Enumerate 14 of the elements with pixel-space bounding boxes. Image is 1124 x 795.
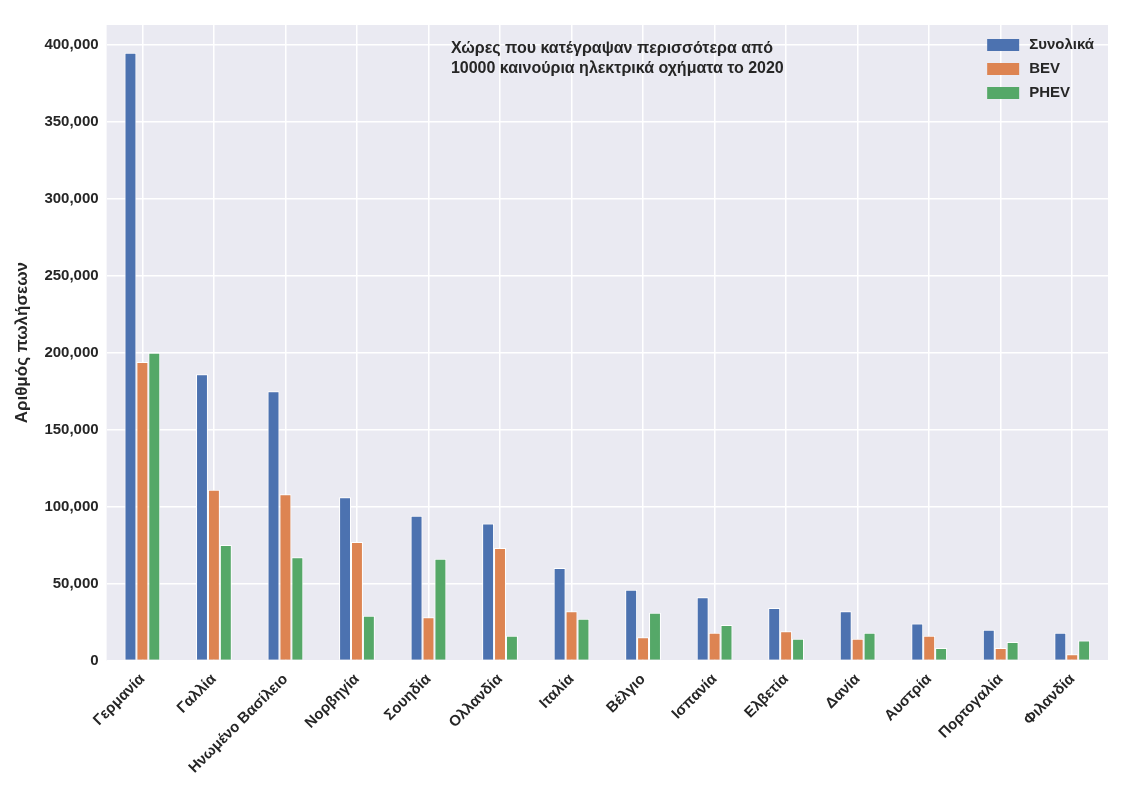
y-tick-label: 350,000 bbox=[44, 112, 99, 130]
y-tick-label: 0 bbox=[90, 650, 99, 668]
y-tick-label: 300,000 bbox=[44, 188, 99, 206]
y-tick-label: 100,000 bbox=[44, 496, 99, 514]
y-tick-label: 150,000 bbox=[44, 419, 99, 437]
y-tick-label: 250,000 bbox=[44, 265, 99, 283]
y-tick-label: 400,000 bbox=[44, 35, 99, 53]
y-axis-title: Αριθμός πωλήσεων bbox=[11, 262, 31, 424]
legend-label: Συνολικά bbox=[1029, 35, 1095, 53]
y-tick-label: 200,000 bbox=[44, 342, 99, 360]
text: Χώρες που κατέγραψαν περισσότερα από 10000 καινούρια ηλεκτρικά οχήματα το 2020 bbox=[450, 39, 784, 77]
legend-label: PHEV bbox=[1029, 83, 1071, 101]
legend-label: BEV bbox=[1029, 59, 1061, 77]
y-tick-label: 50,000 bbox=[52, 573, 99, 591]
